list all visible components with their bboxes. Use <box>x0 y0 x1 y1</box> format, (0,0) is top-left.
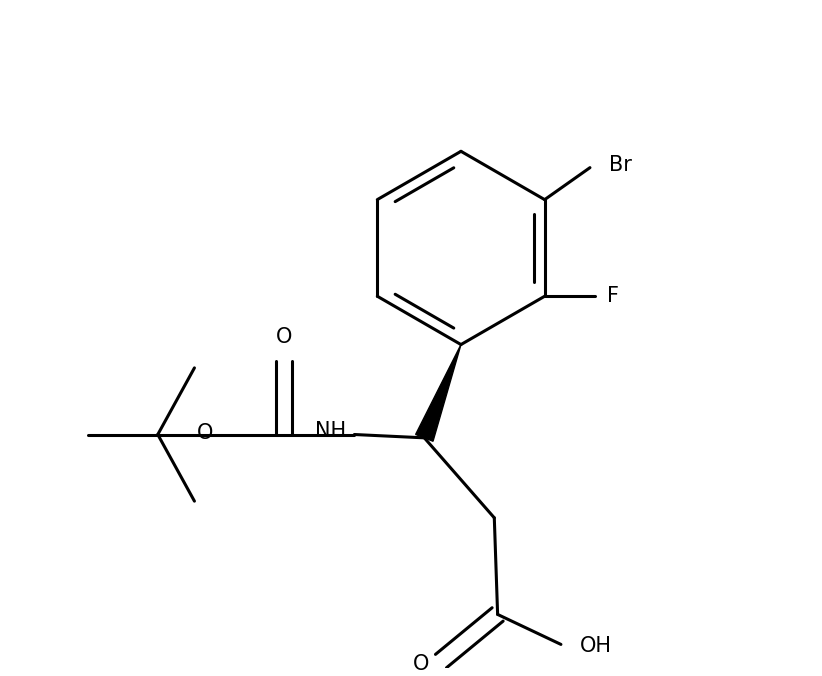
Text: F: F <box>607 286 619 306</box>
Text: OH: OH <box>580 636 612 656</box>
Polygon shape <box>416 345 461 441</box>
Text: NH: NH <box>316 421 346 441</box>
Text: Br: Br <box>608 155 631 175</box>
Text: O: O <box>196 423 213 443</box>
Text: O: O <box>413 654 429 674</box>
Text: O: O <box>276 327 293 347</box>
